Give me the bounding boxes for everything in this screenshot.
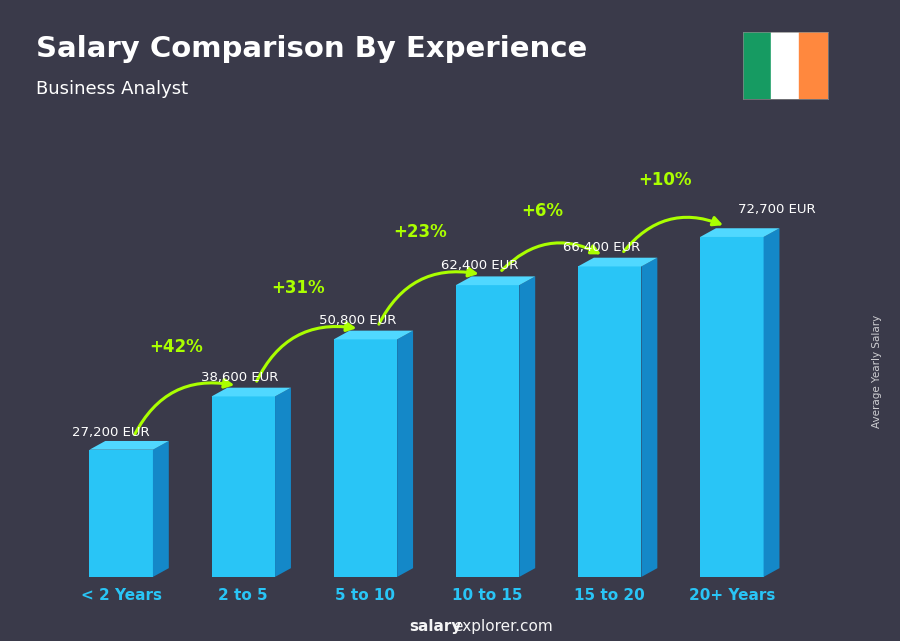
Bar bbox=[334, 339, 397, 577]
Text: Average Yearly Salary: Average Yearly Salary bbox=[872, 315, 883, 428]
Bar bbox=[455, 285, 519, 577]
Text: 62,400 EUR: 62,400 EUR bbox=[441, 260, 518, 272]
Bar bbox=[700, 237, 763, 577]
Polygon shape bbox=[455, 276, 536, 285]
Text: Business Analyst: Business Analyst bbox=[36, 80, 188, 98]
Polygon shape bbox=[763, 228, 779, 577]
Text: +10%: +10% bbox=[638, 171, 691, 188]
Bar bbox=[578, 267, 642, 577]
Polygon shape bbox=[275, 388, 291, 577]
Polygon shape bbox=[89, 441, 169, 450]
Text: +31%: +31% bbox=[272, 279, 325, 297]
Polygon shape bbox=[334, 331, 413, 339]
Bar bbox=[771, 32, 799, 99]
Bar bbox=[89, 450, 153, 577]
Polygon shape bbox=[642, 258, 657, 577]
Text: +6%: +6% bbox=[521, 202, 563, 220]
Text: 66,400 EUR: 66,400 EUR bbox=[563, 241, 641, 254]
Text: 50,800 EUR: 50,800 EUR bbox=[319, 315, 396, 328]
Text: Salary Comparison By Experience: Salary Comparison By Experience bbox=[36, 35, 587, 63]
Polygon shape bbox=[212, 388, 291, 396]
Polygon shape bbox=[153, 441, 169, 577]
Text: salary: salary bbox=[410, 619, 462, 635]
Text: 27,200 EUR: 27,200 EUR bbox=[72, 426, 150, 439]
Polygon shape bbox=[519, 276, 536, 577]
Text: 38,600 EUR: 38,600 EUR bbox=[201, 370, 278, 384]
Polygon shape bbox=[397, 331, 413, 577]
Polygon shape bbox=[578, 258, 657, 267]
Bar bbox=[212, 396, 275, 577]
Polygon shape bbox=[700, 228, 779, 237]
Text: 72,700 EUR: 72,700 EUR bbox=[738, 203, 815, 216]
Text: +23%: +23% bbox=[393, 222, 447, 240]
Bar bbox=[799, 32, 828, 99]
Bar bbox=[742, 32, 771, 99]
Text: explorer.com: explorer.com bbox=[453, 619, 553, 635]
Text: +42%: +42% bbox=[149, 338, 203, 356]
